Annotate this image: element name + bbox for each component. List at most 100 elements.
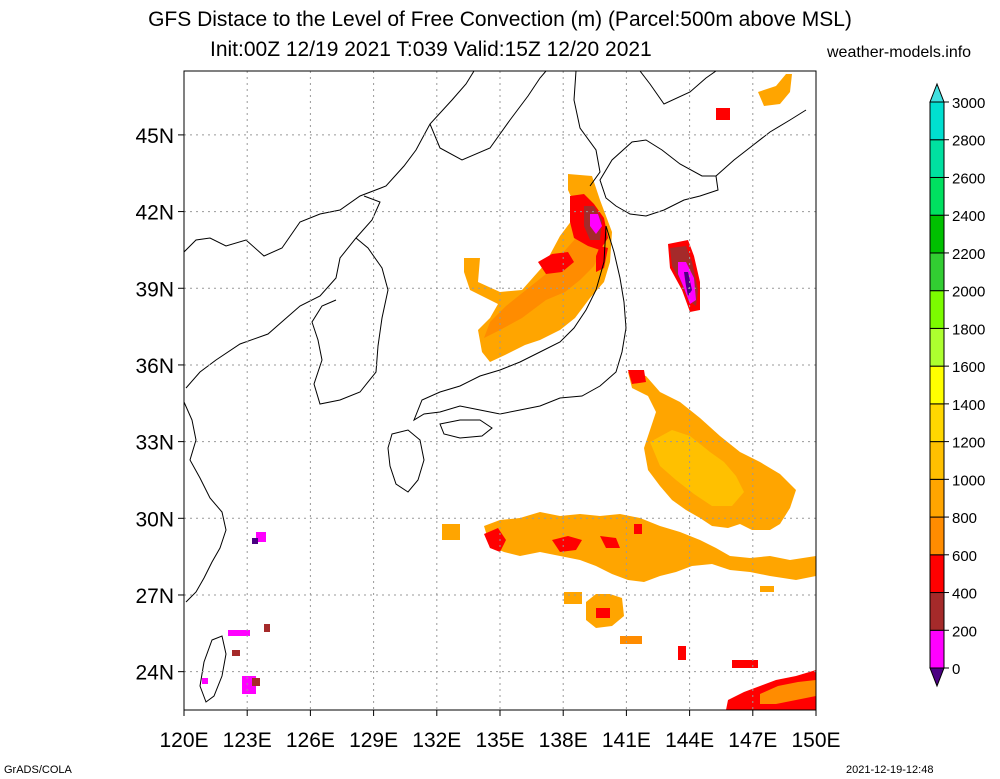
y-tick-label: 24N xyxy=(135,662,174,685)
colorbar-label: 2800 xyxy=(952,133,985,150)
colorbar-label: 400 xyxy=(952,586,977,603)
region-south-band-red3 xyxy=(600,536,620,548)
site-label: weather-models.info xyxy=(827,44,972,61)
colorbar-segment xyxy=(929,327,945,367)
field-shading xyxy=(202,74,816,710)
coastline-hokkaido xyxy=(599,139,719,217)
region-northeast-red xyxy=(716,108,730,120)
region-sea-of-japan-core xyxy=(484,222,602,338)
x-tick-label: 123E xyxy=(223,729,272,752)
region-south-band xyxy=(484,512,816,582)
spot-2 xyxy=(252,538,258,544)
colorbar-segment xyxy=(929,516,945,556)
colorbar-segment xyxy=(929,252,945,292)
chart-subtitle: Init:00Z 12/19 2021 T:039 Valid:15Z 12/2… xyxy=(210,38,652,61)
spot-5 xyxy=(252,678,260,686)
colorbar-label: 200 xyxy=(952,623,977,640)
x-tick-label: 126E xyxy=(286,729,335,752)
coastline-shikoku xyxy=(439,419,493,439)
y-tick-label: 33N xyxy=(135,432,174,455)
region-southeast-honshu-core xyxy=(650,430,744,506)
x-tick-label: 129E xyxy=(349,729,398,752)
coastline-sakhalin xyxy=(573,71,601,187)
x-tick-label: 120E xyxy=(159,729,208,752)
region-south-band-red4 xyxy=(634,524,642,534)
patch-2 xyxy=(564,592,582,604)
y-tick-label: 39N xyxy=(135,278,174,301)
colorbar-segment xyxy=(929,290,945,329)
x-tick-label: 141E xyxy=(602,729,651,752)
colorbar-label: 1600 xyxy=(952,359,985,376)
colorbar-label: 2600 xyxy=(952,170,985,187)
coastline-kuril xyxy=(715,109,807,177)
region-sanriku-purple xyxy=(684,272,692,296)
colorbar-label: 1400 xyxy=(952,397,985,414)
y-axis-ticks: 24N 27N 30N 33N 36N 39N 42N 45N xyxy=(135,125,184,685)
spot-6 xyxy=(232,650,240,656)
colorbar-label: 1000 xyxy=(952,472,985,489)
colorbar-segment xyxy=(929,176,945,216)
colorbar: 0 200 400 600 800 1000 1200 1400 1600 1800 2000 220… xyxy=(929,82,985,688)
colorbar-label: 800 xyxy=(952,510,977,527)
patch-1 xyxy=(442,524,460,540)
x-tick-label: 144E xyxy=(665,729,714,752)
map-plot-area: 120E 123E 126E 129E 132E 135E 138E 141E 144E 147E… xyxy=(135,70,841,752)
coastline-taiwan xyxy=(199,635,227,703)
x-tick-label: 138E xyxy=(539,729,588,752)
coastline-korea xyxy=(311,237,389,405)
region-southeast-honshu xyxy=(628,372,796,530)
colorbar-label: 2200 xyxy=(952,246,985,263)
patch-4 xyxy=(620,636,642,644)
coastline-honshu xyxy=(412,225,627,422)
colorbar-segment xyxy=(929,478,945,518)
colorbar-label: 2400 xyxy=(952,208,985,225)
footer-software: GrADS/COLA xyxy=(4,764,72,776)
chart-title: GFS Distace to the Level of Free Convect… xyxy=(148,8,852,31)
y-tick-label: 36N xyxy=(135,355,174,378)
y-tick-label: 42N xyxy=(135,202,174,225)
patch-7 xyxy=(678,646,686,660)
x-tick-label: 132E xyxy=(412,729,461,752)
colorbar-segment xyxy=(929,101,945,141)
spot-3 xyxy=(228,630,250,636)
spot-8 xyxy=(264,624,270,632)
y-tick-label: 27N xyxy=(135,585,174,608)
x-axis-ticks: 120E 123E 126E 129E 132E 135E 138E 141E 144E 147E… xyxy=(159,710,841,752)
region-magenta-north xyxy=(590,214,602,234)
region-southeast-red xyxy=(628,370,646,384)
y-tick-label: 45N xyxy=(135,125,174,148)
colorbar-segment xyxy=(929,403,945,443)
coastline-china-south xyxy=(184,401,227,603)
x-tick-label: 147E xyxy=(728,729,777,752)
colorbar-segment xyxy=(929,629,945,669)
colorbar-segment xyxy=(929,365,945,405)
colorbar-high-arrow xyxy=(929,82,945,103)
coastline-kamchatka xyxy=(639,71,717,105)
colorbar-label: 600 xyxy=(952,548,977,565)
colorbar-segment xyxy=(929,592,945,631)
region-northeast xyxy=(758,74,792,106)
colorbar-label: 0 xyxy=(952,661,960,678)
colorbar-segment xyxy=(929,554,945,594)
spot-1 xyxy=(256,532,266,542)
grid-lines xyxy=(184,71,816,710)
colorbar-label: 1800 xyxy=(952,321,985,338)
region-southeast-corner-core xyxy=(760,680,816,704)
coastline-kyushu xyxy=(387,429,425,493)
x-tick-label: 150E xyxy=(791,729,840,752)
region-south-band-red2 xyxy=(552,536,582,552)
colorbar-segment xyxy=(929,214,945,254)
region-red-mid xyxy=(538,252,574,274)
colorbar-segment xyxy=(929,441,945,480)
patch-5 xyxy=(732,660,758,668)
coastline-russia-east xyxy=(429,71,547,161)
y-tick-label: 30N xyxy=(135,508,174,531)
colorbar-label: 2000 xyxy=(952,284,985,301)
colorbar-label: 3000 xyxy=(952,95,985,112)
colorbar-low-arrow xyxy=(929,667,945,688)
x-tick-label: 135E xyxy=(475,729,524,752)
spot-7 xyxy=(202,678,208,684)
colorbar-segment xyxy=(929,139,945,178)
colorbar-label: 1200 xyxy=(952,435,985,452)
